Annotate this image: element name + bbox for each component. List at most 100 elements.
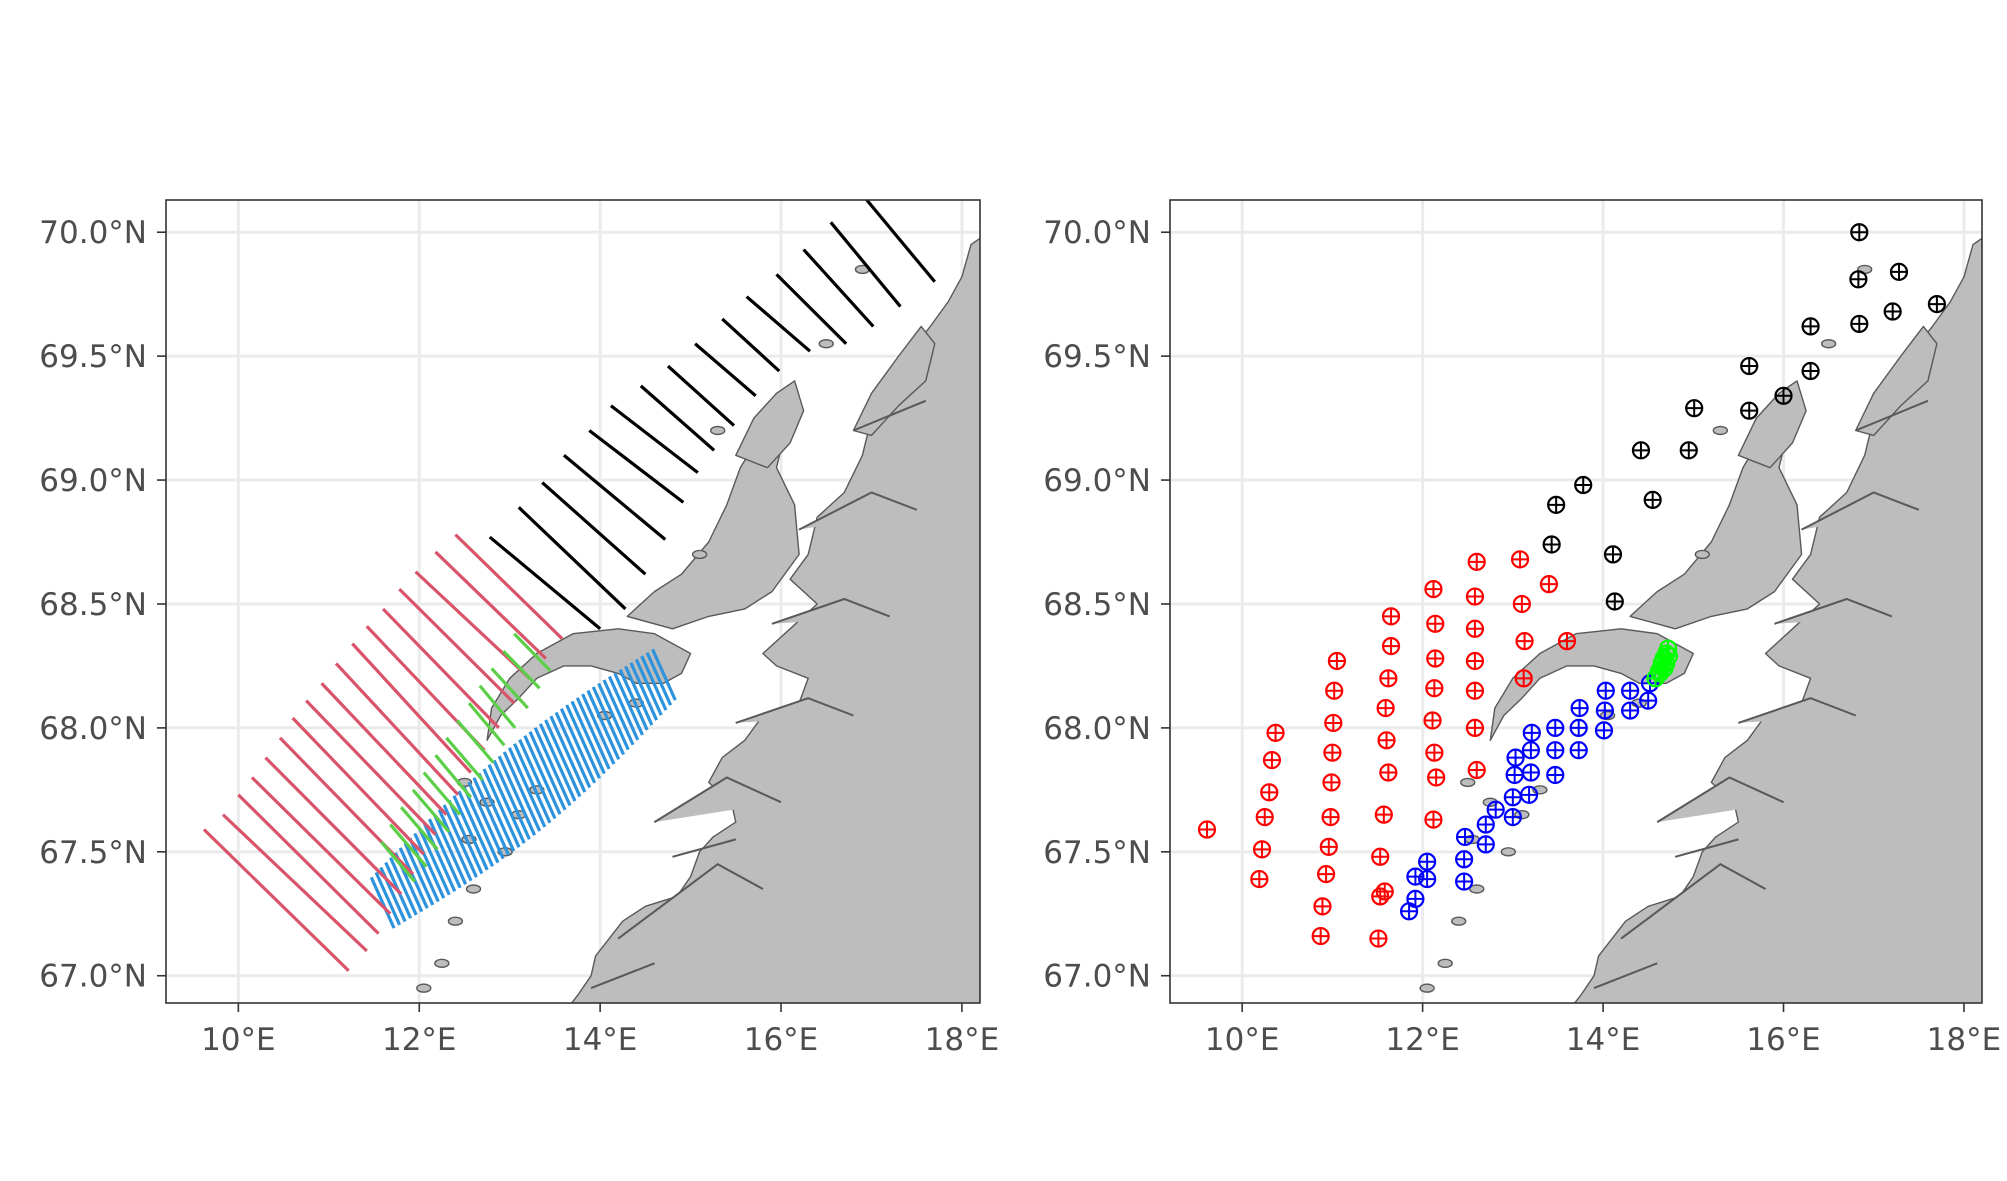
transect-line-black (745, 295, 812, 353)
transect-line-blue (427, 818, 462, 889)
station-marker-red (1376, 698, 1395, 718)
islet (1460, 777, 1476, 788)
station-marker-red (1465, 587, 1485, 606)
station-marker-red (1321, 808, 1340, 827)
station-marker-blue (1569, 718, 1588, 737)
islet (434, 958, 450, 969)
station-marker-red (1465, 681, 1485, 700)
x-tick-label: 12°E (382, 1022, 457, 1058)
islet (691, 549, 708, 560)
transect-line-green (445, 736, 484, 781)
station-marker-red (1374, 805, 1393, 824)
transect-line-green (502, 649, 541, 690)
y-axis-labels-right: 70.0°N 69.5°N 69.0°N 68.5°N 68.0°N 67.5°… (1043, 215, 1151, 995)
transect-line-black (864, 200, 937, 283)
transect-line-blue (497, 755, 537, 836)
station-marker-red (1424, 580, 1443, 599)
station-marker-red (1427, 768, 1446, 787)
transect-line-red (202, 828, 350, 972)
station-marker-red (1514, 669, 1533, 688)
transect-line-blue (581, 693, 616, 765)
station-marker-black (1774, 386, 1793, 405)
transect-line-blue (467, 781, 505, 860)
station-marker-blue (1476, 835, 1495, 854)
x-tick-label: 10°E (201, 1022, 276, 1058)
transect-line-green (434, 754, 473, 799)
y-tick-label: 68.5°N (39, 587, 147, 623)
islet (1500, 847, 1517, 857)
station-marker-red (1323, 743, 1342, 762)
transect-line-red (264, 756, 403, 896)
transect-line-green (411, 788, 451, 834)
station-marker-black (1685, 399, 1704, 418)
fjord-shore (1774, 597, 1893, 625)
station-marker-red (1325, 681, 1344, 700)
station-marker-black (1643, 490, 1662, 509)
station-marker-red (1377, 731, 1396, 750)
land-senja (852, 325, 936, 437)
transect-line-blue (533, 727, 572, 807)
fjord-shore (1593, 962, 1658, 990)
y-axis-labels-left: 70.0°N 69.5°N 69.0°N 68.5°N 68.0°N 67.5°… (39, 215, 147, 995)
station-marker-red (1260, 783, 1279, 802)
islet (416, 983, 432, 993)
y-tick-label: 67.0°N (1043, 959, 1151, 995)
station-marker-red (1425, 743, 1444, 762)
station-marker-red (1381, 637, 1401, 656)
station-marker-red (1557, 632, 1577, 651)
fjord-shore (1801, 491, 1920, 531)
y-tick-label: 69.0°N (1043, 463, 1151, 499)
station-marker-red (1539, 575, 1559, 594)
x-tick-label: 18°E (925, 1022, 1000, 1058)
transect-line-blue (624, 665, 654, 726)
station-marker-blue (1546, 741, 1565, 760)
station-marker-blue (1546, 718, 1565, 737)
station-marker-red (1322, 773, 1341, 792)
station-marker-black (1740, 356, 1759, 376)
station-marker-blue (1621, 701, 1640, 720)
station-marker-red (1252, 840, 1272, 859)
station-marker-blue (1418, 869, 1437, 889)
station-marker-blue (1594, 721, 1614, 740)
transect-line-blue (369, 876, 396, 929)
land-senja (1855, 325, 1938, 437)
fjord-shore (672, 838, 737, 858)
y-tick-label: 67.5°N (39, 835, 147, 871)
transect-line-red (305, 699, 437, 836)
transect-line-red (398, 587, 516, 705)
transect-line-black (775, 273, 848, 345)
transect-line-blue (513, 743, 552, 824)
transect-line-blue (507, 747, 547, 828)
transect-line-black (802, 248, 875, 328)
station-marker-red (1371, 847, 1390, 866)
islet (818, 339, 834, 349)
transect-line-blue (432, 813, 468, 885)
x-tick-label: 10°E (1205, 1022, 1280, 1058)
station-marker-black (1574, 475, 1593, 495)
station-marker-blue (1503, 788, 1522, 807)
transect-line-blue (472, 777, 510, 856)
station-marker-blue (1596, 681, 1615, 700)
transect-line-blue (437, 809, 473, 882)
transect-line-blue (565, 704, 601, 779)
y-tick-label: 70.0°N (1043, 215, 1151, 251)
coastline-land-left (416, 237, 980, 1003)
transect-line-blue (492, 759, 531, 840)
islet (1712, 425, 1729, 436)
map-panel-right: 10°E 12°E 14°E 16°E 18°E 70.0°N 69.5°N 6… (1043, 199, 2001, 1058)
station-marker-blue (1503, 808, 1522, 827)
transect-line-red (351, 642, 472, 774)
station-marker-black (1849, 270, 1868, 289)
transect-line-blue (602, 679, 635, 746)
transect-line-black (610, 404, 699, 474)
transect-line-blue (452, 795, 489, 871)
fjord-shore (771, 597, 890, 625)
station-marker-red (1512, 594, 1531, 614)
transect-line-blue (544, 719, 582, 798)
islet (1437, 958, 1453, 969)
transect-line-blue (549, 715, 587, 793)
station-marker-red (1465, 718, 1485, 737)
station-marker-black (1679, 441, 1698, 460)
station-marker-black (1889, 262, 1909, 281)
station-marker-red (1375, 882, 1394, 901)
